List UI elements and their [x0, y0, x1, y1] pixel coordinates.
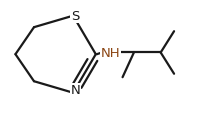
Text: S: S — [71, 10, 79, 23]
Text: NH: NH — [100, 47, 120, 60]
Text: N: N — [70, 84, 80, 97]
